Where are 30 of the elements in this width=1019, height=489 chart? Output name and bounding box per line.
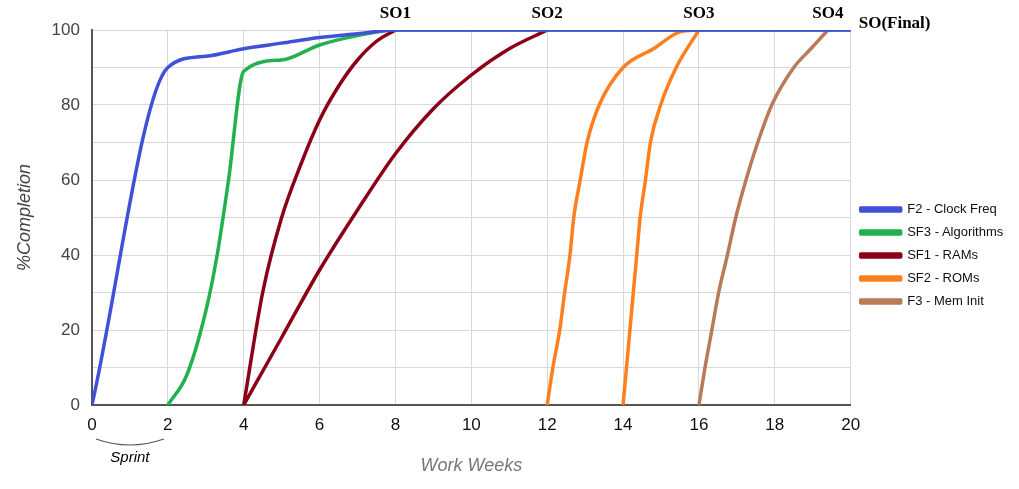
y-tick-label: 0 — [70, 394, 80, 414]
y-tick-label: 20 — [61, 319, 80, 339]
y-axis-title: %Completion — [13, 163, 34, 272]
x-tick-label: 4 — [238, 414, 249, 434]
x-tick-label: 16 — [689, 414, 709, 434]
annotation: SO4 — [812, 2, 845, 22]
legend-label: SF3 - Algorithms — [907, 224, 1004, 240]
text: Sprint — [110, 447, 151, 465]
annotation: SO2 — [531, 2, 563, 22]
text: SO(Final) — [858, 12, 931, 32]
x-tick-label: 14 — [613, 414, 633, 434]
x-tick-label: 10 — [461, 414, 481, 434]
x-tick-label: 8 — [390, 414, 401, 434]
legend-label: F2 - Clock Freq — [907, 201, 997, 217]
x-tick-label: 2 — [163, 414, 173, 434]
y-tick-label: 100 — [51, 19, 80, 39]
x-tick-label: 18 — [765, 414, 785, 434]
y-tick-label: 60 — [61, 169, 80, 189]
legend-label: SF2 - ROMs — [907, 270, 980, 286]
legend-label: SF1 - RAMs — [907, 247, 979, 263]
y-tick-label: 40 — [61, 244, 80, 264]
x-tick-label: 6 — [314, 414, 325, 434]
legend-label: F3 - Mem Init — [907, 293, 985, 309]
annotation: SO3 — [683, 2, 715, 22]
x-axis-title: Work Weeks — [420, 455, 523, 476]
annotation: SO1 — [379, 2, 412, 22]
y-tick-label: 80 — [61, 94, 80, 114]
x-tick-label: 0 — [87, 414, 97, 434]
x-tick-label: 12 — [537, 414, 557, 434]
x-tick-label: 20 — [841, 414, 861, 434]
